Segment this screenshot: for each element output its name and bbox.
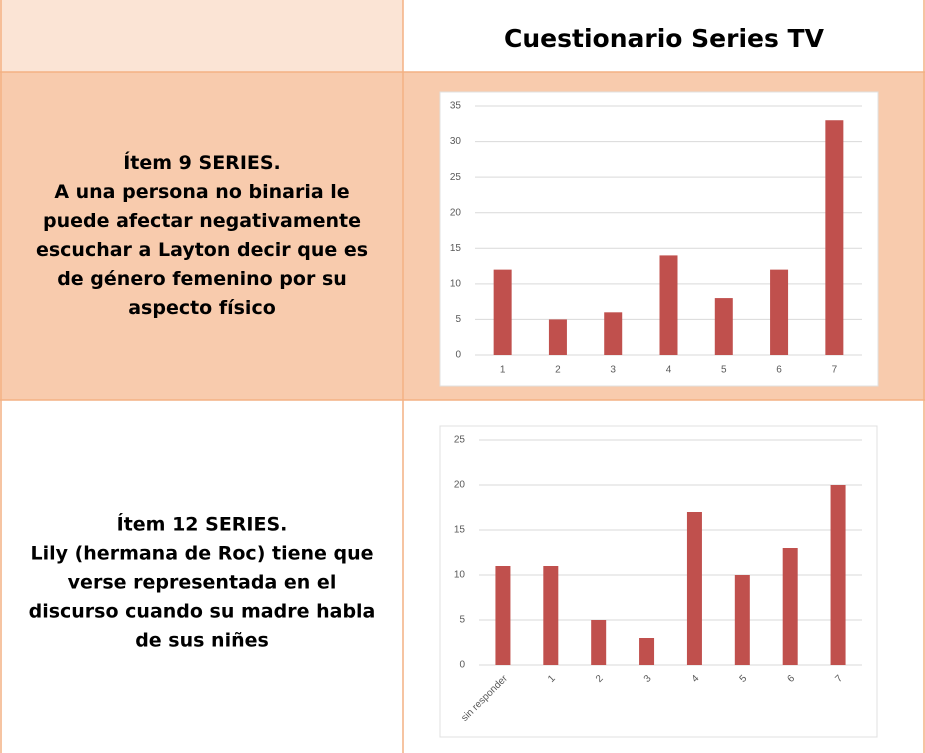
y-tick-label: 15: [450, 243, 462, 254]
chart-area: [439, 91, 879, 387]
bar: [591, 620, 607, 665]
header-cell: [403, 0, 925, 72]
bar: [604, 312, 623, 355]
cell-text: de género femenino por su: [57, 268, 347, 290]
chart-area: [439, 425, 878, 738]
x-tick-label: 5: [721, 365, 727, 376]
bar: [825, 120, 844, 355]
bar: [495, 566, 511, 665]
cell-text: discurso cuando su madre habla: [29, 601, 376, 623]
x-tick-label: 2: [555, 365, 561, 376]
bar: [782, 548, 798, 665]
cell-text: A una persona no binaria le: [54, 181, 349, 203]
bar: [734, 575, 750, 665]
cell-text: Ítem 9 SERIES.: [123, 151, 281, 174]
bar: [493, 269, 512, 355]
cell-text: puede afectar negativamente: [43, 210, 361, 232]
bar: [548, 319, 567, 355]
y-tick-label: 25: [454, 435, 466, 446]
cell-text: Lily (hermana de Roc) tiene que: [30, 543, 373, 565]
cell-text: verse representada en el: [68, 572, 337, 594]
cell-text: escuchar a Layton decir que es: [36, 239, 368, 261]
y-tick-label: 5: [455, 314, 461, 325]
cell-text: de sus niñes: [135, 630, 269, 652]
bar: [770, 269, 789, 355]
y-tick-label: 15: [454, 525, 466, 536]
y-tick-label: 20: [454, 480, 466, 491]
y-tick-label: 30: [450, 136, 462, 147]
y-tick-label: 10: [450, 278, 462, 289]
x-tick-label: 7: [832, 365, 838, 376]
x-tick-label: 1: [500, 365, 506, 376]
y-tick-label: 10: [454, 570, 466, 581]
bar: [686, 512, 702, 665]
y-tick-label: 35: [450, 101, 462, 112]
y-tick-label: 25: [450, 172, 462, 183]
x-tick-label: 6: [776, 365, 782, 376]
bar: [830, 485, 846, 665]
cell-text: Ítem 12 SERIES.: [117, 513, 288, 536]
bar: [714, 298, 733, 355]
y-tick-label: 0: [459, 660, 465, 671]
y-tick-label: 0: [455, 350, 461, 361]
bar: [659, 255, 678, 355]
header-title: Cuestionario Series TV: [504, 24, 825, 53]
cell-text: aspecto físico: [128, 297, 276, 319]
y-tick-label: 5: [459, 615, 465, 626]
bar: [543, 566, 559, 665]
header-cell: [0, 0, 403, 72]
x-tick-label: 4: [666, 365, 672, 376]
x-tick-label: 3: [610, 365, 616, 376]
y-tick-label: 20: [450, 207, 462, 218]
bar: [639, 638, 655, 665]
